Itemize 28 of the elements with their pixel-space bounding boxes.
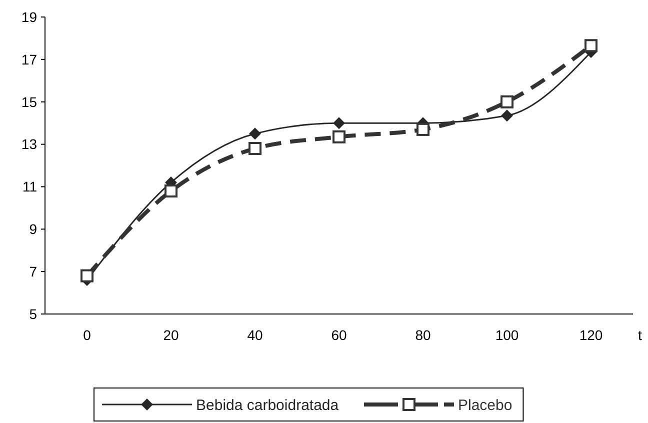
text: Bebida carboidratada — [196, 396, 340, 414]
point — [248, 142, 262, 156]
y-tick-label: 5 — [29, 306, 38, 322]
y-tick-label: 9 — [29, 221, 38, 238]
x-tick-label: 60 — [331, 327, 347, 343]
x-tick-label: 100 — [495, 327, 519, 343]
point — [164, 184, 178, 198]
y-tick-label: 11 — [22, 178, 38, 195]
y-tick-label: 13 — [21, 136, 38, 152]
x-tick-label: 20 — [163, 327, 179, 343]
y-tick-label: 19 — [21, 8, 38, 25]
y-tick-label: 15 — [21, 94, 38, 110]
x-tick-label: 0 — [83, 327, 92, 343]
point — [332, 130, 346, 144]
point — [500, 95, 514, 108]
point — [416, 122, 430, 136]
point — [80, 269, 94, 282]
point — [249, 128, 261, 140]
y-tick-label: 7 — [29, 263, 38, 280]
x-axis-title: t — [638, 327, 642, 343]
x-tick-label: 80 — [415, 327, 431, 343]
point — [333, 117, 345, 130]
point — [584, 39, 598, 52]
x-tick-label: 120 — [579, 327, 603, 343]
point — [501, 110, 513, 122]
text: Placebo — [458, 396, 512, 414]
y-tick-label: 17 — [21, 51, 38, 68]
x-tick-label: 40 — [247, 327, 263, 343]
